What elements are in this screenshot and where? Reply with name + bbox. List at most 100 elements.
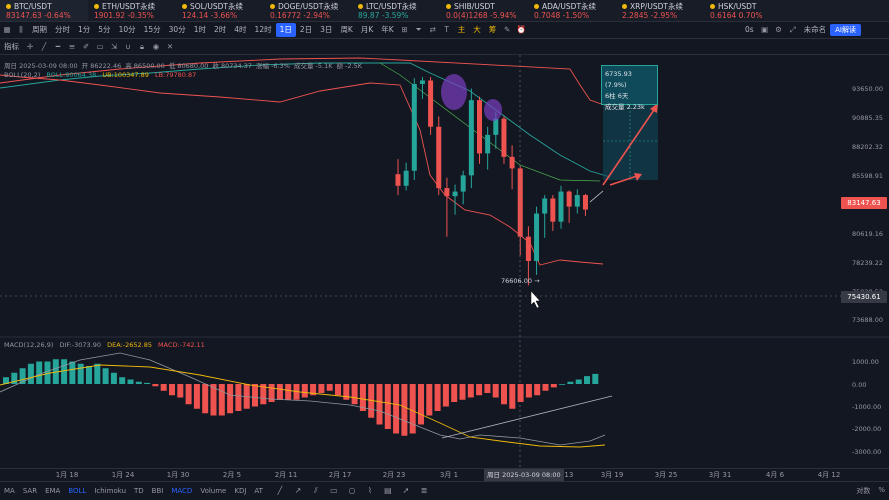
settings-icon[interactable]: ⚙ [775,25,782,34]
indicator-toggle[interactable]: MA [4,487,15,495]
indicator-toggle[interactable]: AT [254,487,263,495]
macd-bar [44,361,51,384]
candle-type-icon[interactable]: ⫼ [19,25,23,34]
layout-name[interactable]: 未命名 [803,25,827,34]
pattern-chips[interactable]: 筹 [488,25,497,34]
text-icon[interactable]: T [444,25,449,34]
price-chart[interactable]: 93650.00 90885.35 88202.32 85598.91 80619.16… [0,55,889,485]
path-icon[interactable]: ⌇ [368,486,372,495]
timeframe-tab[interactable]: 4时 [234,25,247,34]
ticker-item[interactable]: ETH/USDT永续 1901.92 -0.35% [88,0,176,21]
candle-body [509,156,515,169]
brush-tool-icon[interactable]: ✐ [82,41,90,51]
indicator-toggle[interactable]: BOLL [68,487,87,495]
ticker-item[interactable]: DOGE/USDT永续 0.16772 -2.94% [264,0,352,21]
timeframe-tab[interactable]: 月K [360,25,374,34]
time-tick: 3月 19 [600,471,624,479]
indicator-toggle[interactable]: SAR [22,487,38,495]
macd-bar [11,372,18,384]
macd-bar [36,361,43,384]
macd-bar [368,384,375,418]
timeframe-tab[interactable]: 2日 [299,25,313,34]
candle-body [574,195,580,207]
timeframe-tab[interactable]: 分时 [55,25,70,34]
hline-tool-icon[interactable]: ━ [55,41,61,51]
ticker-item[interactable]: ADA/USDT永续 0.7048 -1.50% [528,0,616,21]
boll-upper-line [0,57,611,108]
circle-icon[interactable]: ○ [348,486,356,495]
ruler-icon[interactable]: ✎ [504,25,511,34]
timeframe-tab[interactable]: 1日 [275,23,296,37]
trend-line-icon[interactable]: ╱ [277,486,283,495]
indicator-toggle[interactable]: MACD [171,487,193,495]
indicator-toggle[interactable]: BBI [151,487,164,495]
timeframe-tab[interactable]: 周K [340,25,353,34]
ticker-item[interactable]: SHIB/USDT 0.0(4)1268 -5.94% [440,0,528,21]
candle-body [542,198,548,214]
ticker-item[interactable]: LTC/USDT永续 89.87 -3.59% [352,0,440,21]
fib-icon[interactable]: ≣ [420,486,428,495]
timeframe-tab[interactable]: 3日 [320,25,333,34]
ticker-item[interactable]: SOL/USDT永续 124.14 -3.66% [176,0,264,21]
measure-tool-icon[interactable]: ⇲ [110,41,118,51]
line-tool-icon[interactable]: ╱ [41,41,47,51]
macd-dif: DIF:-3073.90 [59,341,102,349]
timeframe-tab[interactable]: 10分 [118,25,136,34]
fib-tool-icon[interactable]: ≡ [68,41,76,51]
timeframe-tab[interactable]: 15分 [143,25,161,34]
pattern-big[interactable]: 大 [473,25,481,34]
screenshot-icon[interactable]: ▣ [761,25,769,34]
log-scale-toggle[interactable]: 对数 [856,487,871,495]
compare-icon[interactable]: ⇄ [429,25,436,34]
shape-tool-icon[interactable]: ▭ [96,41,104,51]
boll-ub: UB:100347.89 [102,71,149,79]
rectangle-icon[interactable]: ▭ [330,486,338,495]
ohlc-legend-item: 周日 2025-03-09 08:00 [4,62,78,70]
ticker-item[interactable]: BTC/USDT 83147.63 -0.64% [0,0,88,21]
timeframe-tab[interactable]: 12时 [254,25,272,34]
lock-tool-icon[interactable]: 🔒︎ [140,41,144,51]
note-icon[interactable]: ▤ [384,486,392,495]
fullscreen-icon[interactable]: ⤢ [789,25,796,34]
ticker-item[interactable]: XRP/USDT永续 2.2845 -2.95% [616,0,704,21]
timeframe-tab[interactable]: 1分 [78,25,91,34]
trash-tool-icon[interactable]: ✕ [166,41,174,51]
percent-scale-toggle[interactable]: % [878,486,885,494]
timeframe-tab[interactable]: 1时 [193,25,206,34]
indicator-toggle[interactable]: EMA [45,487,61,495]
coin-icon [446,4,451,9]
indicator-toggle[interactable]: Ichimoku [94,487,126,495]
candle-body [436,126,442,189]
indicator-toggle[interactable]: KDJ [234,487,247,495]
time-tick: 3月 1 [439,471,459,479]
candle-body [534,213,540,262]
time-tick: 1月 18 [55,471,79,479]
cursor-icon[interactable]: ✛ [26,41,34,51]
candle-body [395,174,401,186]
timeframe-tab[interactable]: 2时 [213,25,227,34]
layout-icon[interactable]: ⊞ [401,25,408,34]
macd-bar [335,384,341,396]
indicator-button[interactable]: 指标 [4,41,19,51]
ray-icon[interactable]: ↗ [294,486,302,495]
timeframe-tab[interactable]: 5分 [98,25,111,34]
arrow-icon[interactable]: ➚ [402,486,410,495]
eye-tool-icon[interactable]: ◉ [152,41,160,51]
period-dropdown[interactable]: 周期 [32,25,47,34]
ai-interpret-button[interactable]: AI解读 [830,24,861,36]
indicator-toggle[interactable]: TD [134,487,144,495]
ticker-item[interactable]: HSK/USDT 0.6164 0.70% [704,0,792,21]
channel-icon[interactable]: ⫽ [314,486,318,495]
macd-bar [285,384,292,400]
dif-line [0,352,606,446]
filter-icon[interactable]: ⏷ [415,25,422,34]
timeframe-tab[interactable]: 30分 [168,25,186,34]
pattern-main[interactable]: 主 [457,25,466,34]
magnet-tool-icon[interactable]: ∪ [125,41,131,51]
macd-bar [193,384,200,409]
timeframe-tab[interactable]: 年K [381,25,394,34]
grid-icon[interactable]: ▦ [3,25,11,34]
macd-bar [442,384,449,407]
alert-icon[interactable]: ⏰ [516,25,526,34]
indicator-toggle[interactable]: Volume [200,487,227,495]
